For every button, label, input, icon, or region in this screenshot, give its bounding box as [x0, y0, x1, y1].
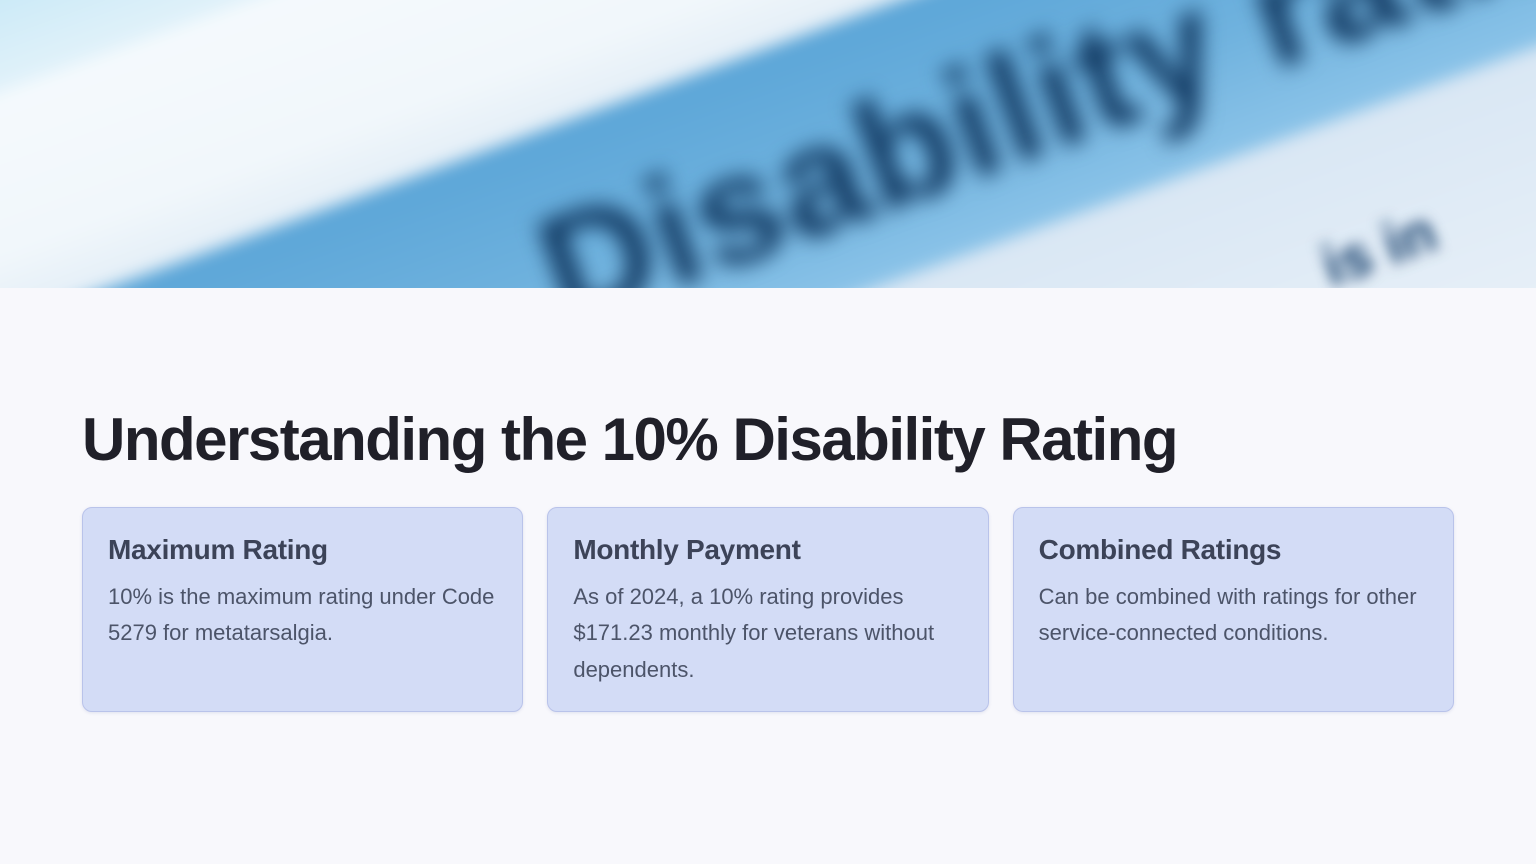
card-title: Monthly Payment	[573, 533, 801, 565]
page-title: Understanding the 10% Disability Rating	[82, 406, 1179, 473]
card-maximum-rating: Maximum Rating 10% is the maximum rating…	[82, 506, 524, 712]
hero-image: Disability rating is in	[0, 0, 1536, 288]
card-body: As of 2024, a 10% rating provides $171.2…	[573, 583, 935, 682]
card-title: Maximum Rating	[108, 533, 328, 565]
card-body: Can be combined with ratings for other s…	[1038, 583, 1417, 646]
card-body: 10% is the maximum rating under Code 527…	[108, 583, 495, 646]
card-combined-ratings: Combined Ratings Can be combined with ra…	[1012, 506, 1454, 712]
card-monthly-payment: Monthly Payment As of 2024, a 10% rating…	[547, 506, 989, 712]
card-title: Combined Ratings	[1038, 533, 1282, 565]
content-section: Understanding the 10% Disability Rating …	[0, 288, 1536, 712]
info-cards-row: Maximum Rating 10% is the maximum rating…	[82, 506, 1454, 712]
